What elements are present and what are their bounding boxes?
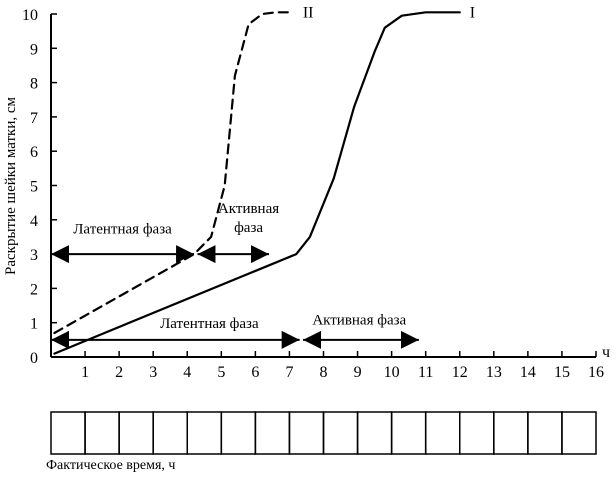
time-cell-14 [493,411,529,455]
y-tick-label-8: 8 [30,76,38,93]
series-label-II: II [303,4,314,21]
y-tick-label-5: 5 [30,179,38,196]
y-tick-label-6: 6 [30,144,38,161]
x-tick-label-2: 2 [115,364,123,381]
x-tick-label-14: 14 [520,364,536,381]
x-tick-label-1: 1 [81,364,89,381]
time-cell-5 [186,411,223,455]
x-tick-label-16: 16 [588,364,604,381]
time-cell-7 [254,411,291,455]
time-cell-4 [152,411,188,455]
phase-label-4: Активная фаза [312,312,406,328]
x-tick-label-13: 13 [486,364,502,381]
series-line-I [53,11,461,355]
time-cell-15 [527,411,563,455]
y-tick-label-4: 4 [30,213,38,230]
time-cell-9 [322,411,359,455]
time-cell-3 [118,411,154,455]
y-tick-label-3: 3 [30,247,38,264]
time-cell-10 [356,411,393,455]
phase-label-3: Латентная фаза [160,316,259,332]
time-cell-1 [50,411,86,455]
y-tick-label-0: 0 [30,350,38,367]
x-tick-label-9: 9 [354,364,362,381]
series-line-II [53,11,294,335]
y-tick-label-7: 7 [30,110,38,127]
x-tick-label-8: 8 [320,364,328,381]
time-cell-11 [390,411,427,455]
y-tick-label-2: 2 [30,281,38,298]
series-label-I: I [470,4,475,21]
time-cell-8 [288,411,325,455]
phase-label-2-line1: Активная [218,201,279,217]
y-tick-label-1: 1 [30,316,38,333]
x-tick-label-7: 7 [285,364,293,381]
x-tick-label-10: 10 [384,364,400,381]
x-tick-label-3: 3 [149,364,157,381]
time-cell-12 [424,411,461,455]
y-tick-label-10: 10 [22,7,38,24]
x-tick-label-6: 6 [251,364,259,381]
time-cell-2 [84,411,120,455]
x-tick-label-12: 12 [452,364,468,381]
time-cell-6 [220,411,257,455]
actual-time-label: Фактическое время, ч [46,458,176,473]
x-axis-unit-label: ч [602,344,610,361]
phase-label-1: Латентная фаза [73,222,172,238]
time-cell-16 [561,411,597,455]
y-tick-label-9: 9 [30,41,38,58]
x-tick-label-4: 4 [183,364,191,381]
time-cell-13 [459,411,495,455]
phase-label-2-line2: фаза [234,220,263,236]
x-tick-label-5: 5 [217,364,225,381]
y-axis-label: Раскрытие шейки матки, см [3,96,19,275]
x-tick-label-11: 11 [418,364,433,381]
x-tick-label-15: 15 [554,364,570,381]
